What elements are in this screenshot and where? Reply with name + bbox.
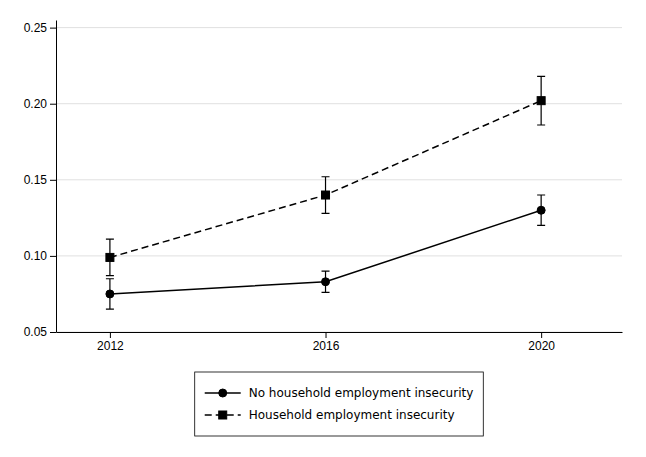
point bbox=[106, 290, 114, 298]
line bbox=[110, 101, 541, 258]
legend-item: Household employment insecurity bbox=[205, 408, 455, 422]
tick-mark bbox=[326, 332, 327, 338]
point bbox=[537, 97, 545, 105]
tick-label: 2020 bbox=[528, 339, 555, 353]
error-bar bbox=[537, 195, 545, 225]
grid-line bbox=[56, 255, 622, 256]
tick: 0.15 bbox=[24, 173, 56, 187]
tick-mark bbox=[50, 28, 56, 29]
legend: No household employment insecurity Househ… bbox=[195, 372, 484, 436]
point bbox=[322, 191, 330, 199]
x-axis: 2012 2016 2020 bbox=[57, 332, 623, 353]
tick-label: 0.20 bbox=[24, 97, 48, 111]
tick-mark bbox=[50, 256, 56, 257]
tick-label: 0.10 bbox=[24, 249, 48, 263]
plot: 0.05 0.10 0.15 0.20 0.25 2012 2016 2020 bbox=[24, 21, 623, 353]
tick-mark bbox=[50, 104, 56, 105]
error-bar bbox=[322, 177, 330, 214]
axis-line bbox=[57, 332, 623, 333]
legend-swatch bbox=[205, 411, 241, 419]
error-bar bbox=[537, 76, 545, 125]
point bbox=[106, 253, 114, 261]
grid-line bbox=[56, 332, 622, 333]
tick: 0.20 bbox=[24, 97, 56, 111]
legend-label: Household employment insecurity bbox=[249, 408, 455, 422]
tick-label: 2016 bbox=[313, 339, 340, 353]
axis-line bbox=[56, 21, 57, 333]
grid-line bbox=[56, 27, 622, 28]
tick-mark bbox=[110, 332, 111, 338]
tick-mark bbox=[541, 332, 542, 338]
tick: 0.05 bbox=[24, 325, 56, 339]
line bbox=[110, 210, 541, 294]
error-bar bbox=[106, 279, 114, 309]
tick: 2020 bbox=[528, 332, 555, 353]
legend-marker bbox=[219, 389, 227, 397]
tick-label: 0.25 bbox=[24, 21, 48, 35]
legend-marker bbox=[219, 411, 227, 419]
error-bar bbox=[322, 271, 330, 292]
y-axis: 0.05 0.10 0.15 0.20 0.25 bbox=[24, 21, 57, 340]
legend-frame bbox=[195, 372, 484, 436]
series bbox=[106, 76, 545, 275]
grid bbox=[56, 28, 622, 332]
point bbox=[322, 278, 330, 286]
tick-mark bbox=[50, 332, 56, 333]
legend-swatch bbox=[205, 389, 241, 397]
tick-label: 0.05 bbox=[24, 325, 48, 339]
tick-label: 0.15 bbox=[24, 173, 48, 187]
data bbox=[106, 76, 545, 309]
tick-mark bbox=[50, 180, 56, 181]
legend-label: No household employment insecurity bbox=[249, 386, 474, 400]
chart: 0.05 0.10 0.15 0.20 0.25 2012 2016 2020 No house… bbox=[0, 0, 646, 457]
tick: 2016 bbox=[313, 332, 340, 353]
tick: 0.25 bbox=[24, 21, 56, 35]
point bbox=[537, 206, 545, 214]
error-bar bbox=[106, 239, 114, 276]
tick-label: 2012 bbox=[97, 339, 124, 353]
legend-item: No household employment insecurity bbox=[205, 386, 474, 400]
tick: 0.10 bbox=[24, 249, 56, 263]
grid-line bbox=[56, 179, 622, 180]
tick: 2012 bbox=[97, 332, 124, 353]
